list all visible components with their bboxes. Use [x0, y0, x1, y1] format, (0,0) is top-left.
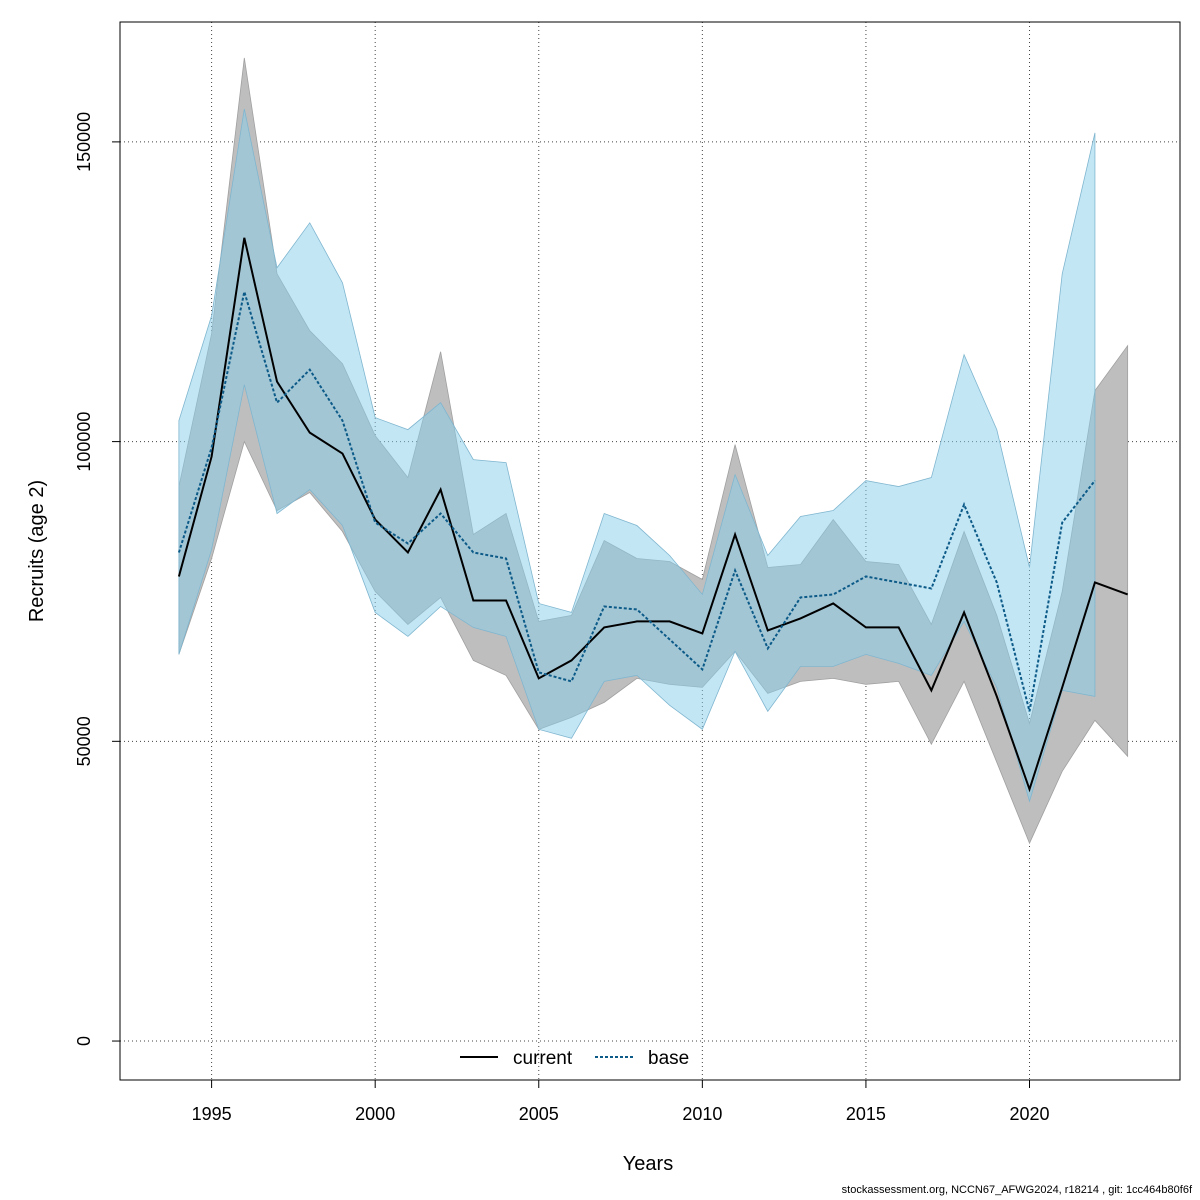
x-tick-label: 1995 — [192, 1104, 232, 1124]
x-tick-label: 2000 — [355, 1104, 395, 1124]
y-tick-label: 0 — [74, 1036, 94, 1046]
legend-label-current: current — [513, 1048, 573, 1069]
legend-label-base: base — [648, 1048, 689, 1069]
series-line-current — [177, 237, 1128, 793]
x-tick-label: 2020 — [1009, 1104, 1049, 1124]
x-tick-label: 2015 — [846, 1104, 886, 1124]
x-axis-title: Years — [623, 1153, 673, 1175]
y-tick-label: 100000 — [74, 412, 94, 472]
series-line-base — [177, 291, 1096, 712]
confidence-bands — [178, 57, 1129, 845]
axes: 1995 2000 2005 2010 2015 2020 0 50000 100000 1500… — [74, 112, 1050, 1124]
series-lines — [177, 237, 1128, 793]
legend: current base — [460, 1048, 689, 1069]
x-tick-label: 2005 — [519, 1104, 559, 1124]
y-axis-title: Recruits (age 2) — [26, 480, 48, 622]
plot-frame — [119, 21, 1181, 1081]
y-tick-label: 50000 — [74, 716, 94, 766]
footer-credit: stockassessment.org, NCCN67_AFWG2024, r1… — [841, 1184, 1192, 1196]
confidence-band-base — [178, 108, 1096, 803]
x-tick-label: 2010 — [682, 1104, 722, 1124]
y-tick-label: 150000 — [74, 112, 94, 172]
